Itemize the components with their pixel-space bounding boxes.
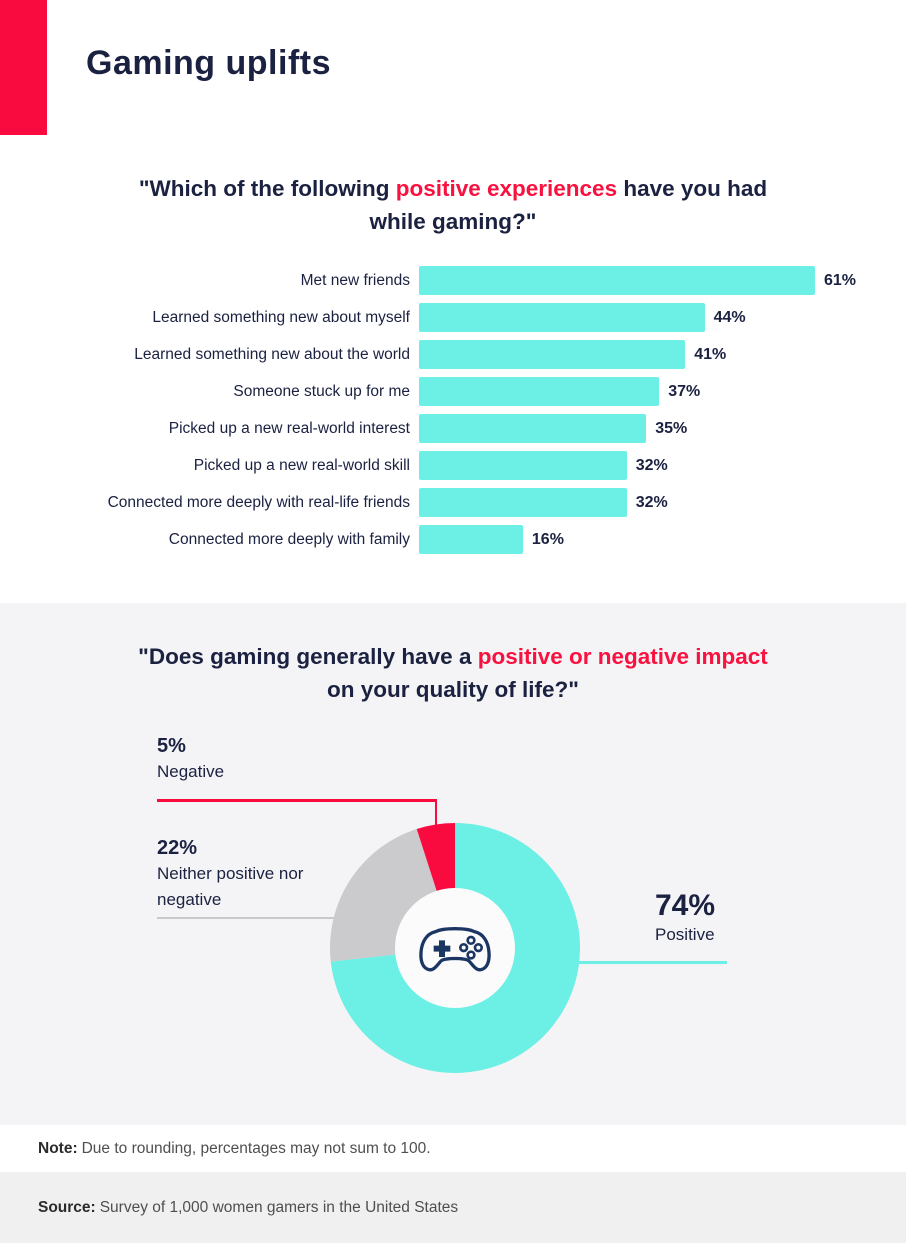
bar-label: Learned something new about the world [134, 345, 410, 363]
bar-track: 32% [419, 451, 906, 480]
bar-track: 35% [419, 414, 906, 443]
bar-label: Met new friends [300, 271, 410, 289]
bar-value: 32% [635, 493, 668, 511]
donut-slice-neither [330, 829, 438, 962]
bar-row: Picked up a new real-world skill 32% [0, 451, 906, 480]
neither-pct: 22% [157, 837, 198, 859]
gamepad-icon [419, 927, 491, 972]
bar-value: 61% [824, 271, 857, 289]
label-neither: 22% Neither positive nor negative [157, 835, 327, 912]
bar [419, 303, 705, 332]
bar-label: Picked up a new real-world skill [193, 456, 410, 474]
source-text: Source: Survey of 1,000 women gamers in t… [38, 1199, 458, 1217]
bar [419, 377, 660, 406]
bar-chart: Met new friends 61% Learned something new … [0, 266, 906, 562]
bar-chart-title-highlight: positive experiences [395, 176, 618, 201]
note-text: Note: Due to rounding, percentages may no… [38, 1140, 431, 1158]
donut-chart [330, 823, 581, 1073]
bar-label: Someone stuck up for me [233, 382, 410, 400]
donut-slice-positive [330, 823, 581, 1073]
bar [419, 525, 523, 554]
donut-chart-title-highlight: positive or negative impact [477, 644, 768, 669]
bar-value: 35% [655, 419, 688, 437]
bar-label: Picked up a new real-world interest [168, 419, 410, 437]
bar-value: 32% [635, 456, 668, 474]
positive-label: Positive [655, 925, 715, 944]
donut-slice-negative [416, 823, 455, 893]
negative-leader-line-v [434, 799, 437, 828]
bar [419, 451, 627, 480]
donut-chart-title: "Does gaming generally have a positive o… [128, 640, 778, 707]
bar-label: Connected more deeply with real-life fri… [107, 493, 410, 511]
bar-row: Picked up a new real-world interest 35% [0, 414, 906, 443]
negative-pct: 5% [157, 735, 186, 757]
bar-row: Someone stuck up for me 37% [0, 377, 906, 406]
label-positive: 74% Positive [655, 889, 715, 948]
bar-row: Connected more deeply with family 16% [0, 525, 906, 554]
bar-track: 44% [419, 303, 906, 332]
note-strip: Note: Due to rounding, percentages may no… [0, 1125, 906, 1172]
bar-value: 37% [668, 382, 701, 400]
bar-chart-title-pre: "Which of the following [138, 176, 396, 201]
positive-leader-line [575, 961, 727, 964]
bar [419, 340, 686, 369]
bar-chart-title-post: have you had while gaming?" [369, 176, 768, 235]
bar-chart-title: "Which of the following positive experie… [113, 172, 793, 239]
bar [419, 266, 815, 295]
donut-chart-title-pre: "Does gaming generally have a [138, 644, 478, 669]
source-label: Source: [38, 1198, 96, 1216]
bar-track: 37% [419, 377, 906, 406]
bar [419, 414, 647, 443]
bar-track: 32% [419, 488, 906, 517]
bar-row: Learned something new about myself 44% [0, 303, 906, 332]
note-label: Note: [38, 1139, 78, 1157]
label-negative: 5% Negative [157, 733, 224, 785]
bar-value: 16% [531, 530, 564, 548]
bar-label: Connected more deeply with family [168, 530, 410, 548]
negative-leader-line-h [157, 799, 437, 802]
neither-label: Neither positive nor negative [157, 864, 304, 909]
page-title: Gaming uplifts [86, 44, 331, 82]
donut-center [395, 888, 515, 1008]
negative-label: Negative [157, 762, 225, 781]
source-body: Survey of 1,000 women gamers in the Unit… [99, 1198, 459, 1216]
bar [419, 488, 627, 517]
source-strip: Source: Survey of 1,000 women gamers in t… [0, 1172, 906, 1243]
bar-value: 44% [713, 308, 746, 326]
bar-track: 41% [419, 340, 906, 369]
donut-chart-title-post: on your quality of life?" [327, 677, 579, 703]
bar-row: Met new friends 61% [0, 266, 906, 295]
bar-track: 16% [419, 525, 906, 554]
neither-leader-line [157, 917, 334, 919]
positive-pct: 74% [655, 889, 716, 922]
bar-track: 61% [419, 266, 906, 295]
accent-red-block [0, 0, 47, 135]
note-body: Due to rounding, percentages may not sum… [81, 1139, 431, 1157]
donut-section: "Does gaming generally have a positive o… [0, 603, 906, 1125]
bar-row: Connected more deeply with real-life fri… [0, 488, 906, 517]
bar-value: 41% [694, 345, 727, 363]
bar-row: Learned something new about the world 41% [0, 340, 906, 369]
bar-label: Learned something new about myself [152, 308, 410, 326]
